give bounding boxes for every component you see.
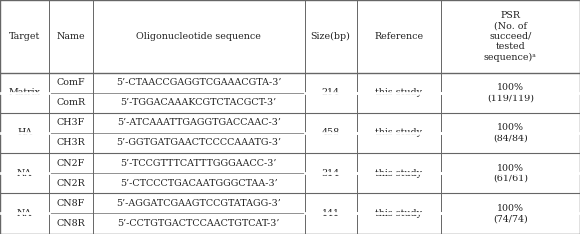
Text: CN2F: CN2F bbox=[57, 159, 85, 168]
Text: Oligonucleotide sequence: Oligonucleotide sequence bbox=[136, 32, 261, 41]
Text: CN2R: CN2R bbox=[57, 179, 85, 188]
Text: (119/119): (119/119) bbox=[487, 93, 534, 102]
Text: 5’-GGTGATGAACTCCCCAAATG-3’: 5’-GGTGATGAACTCCCCAAATG-3’ bbox=[116, 139, 281, 147]
Text: 5’-CTCCCTGACAATGGGCTAA-3’: 5’-CTCCCTGACAATGGGCTAA-3’ bbox=[120, 179, 277, 188]
Text: 5’-ATCAAATTGAGGTGACCAAC-3’: 5’-ATCAAATTGAGGTGACCAAC-3’ bbox=[117, 118, 281, 127]
Text: Size(bp): Size(bp) bbox=[311, 32, 350, 41]
Text: Name: Name bbox=[57, 32, 85, 41]
Text: ComR: ComR bbox=[56, 98, 86, 107]
Text: 100%: 100% bbox=[497, 204, 524, 213]
Text: PSR
(No. of
succeed/
tested
sequence)ᵃ: PSR (No. of succeed/ tested sequence)ᵃ bbox=[484, 11, 537, 62]
Text: CH3F: CH3F bbox=[57, 118, 85, 127]
Text: (74/74): (74/74) bbox=[493, 214, 528, 223]
Text: 100%: 100% bbox=[497, 164, 524, 172]
Text: (84/84): (84/84) bbox=[493, 134, 528, 143]
Text: NA: NA bbox=[17, 169, 32, 178]
Text: Matrix: Matrix bbox=[9, 88, 41, 97]
Text: 5’-TCCGTTTCATTTGGGAACC-3’: 5’-TCCGTTTCATTTGGGAACC-3’ bbox=[121, 159, 277, 168]
Text: Target: Target bbox=[9, 32, 40, 41]
Text: this study: this study bbox=[375, 169, 422, 178]
Text: CH3R: CH3R bbox=[57, 139, 85, 147]
Text: 5’-AGGATCGAAGTCCGTATAGG-3’: 5’-AGGATCGAAGTCCGTATAGG-3’ bbox=[116, 199, 281, 208]
Text: ComF: ComF bbox=[57, 78, 85, 87]
Text: this study: this study bbox=[375, 128, 422, 137]
Text: 5’-CTAACCGAGGTCGAAACGTA-3’: 5’-CTAACCGAGGTCGAAACGTA-3’ bbox=[116, 78, 281, 87]
Text: 314: 314 bbox=[321, 169, 340, 178]
Text: NA: NA bbox=[17, 209, 32, 218]
Text: 5’-CCTGTGACTCCAACTGTCAT-3’: 5’-CCTGTGACTCCAACTGTCAT-3’ bbox=[118, 219, 280, 228]
Text: Reference: Reference bbox=[374, 32, 423, 41]
Text: this study: this study bbox=[375, 209, 422, 218]
Text: this study: this study bbox=[375, 88, 422, 97]
Text: 5’-TGGACAAAKCGTCTACGCT-3’: 5’-TGGACAAAKCGTCTACGCT-3’ bbox=[121, 98, 277, 107]
Text: HA: HA bbox=[17, 128, 32, 137]
Text: 100%: 100% bbox=[497, 83, 524, 92]
Text: 141: 141 bbox=[321, 209, 340, 218]
Text: CN8R: CN8R bbox=[57, 219, 85, 228]
Text: 458: 458 bbox=[321, 128, 340, 137]
Text: 214: 214 bbox=[321, 88, 340, 97]
Text: (61/61): (61/61) bbox=[493, 174, 528, 183]
Text: CN8F: CN8F bbox=[57, 199, 85, 208]
Text: 100%: 100% bbox=[497, 123, 524, 132]
